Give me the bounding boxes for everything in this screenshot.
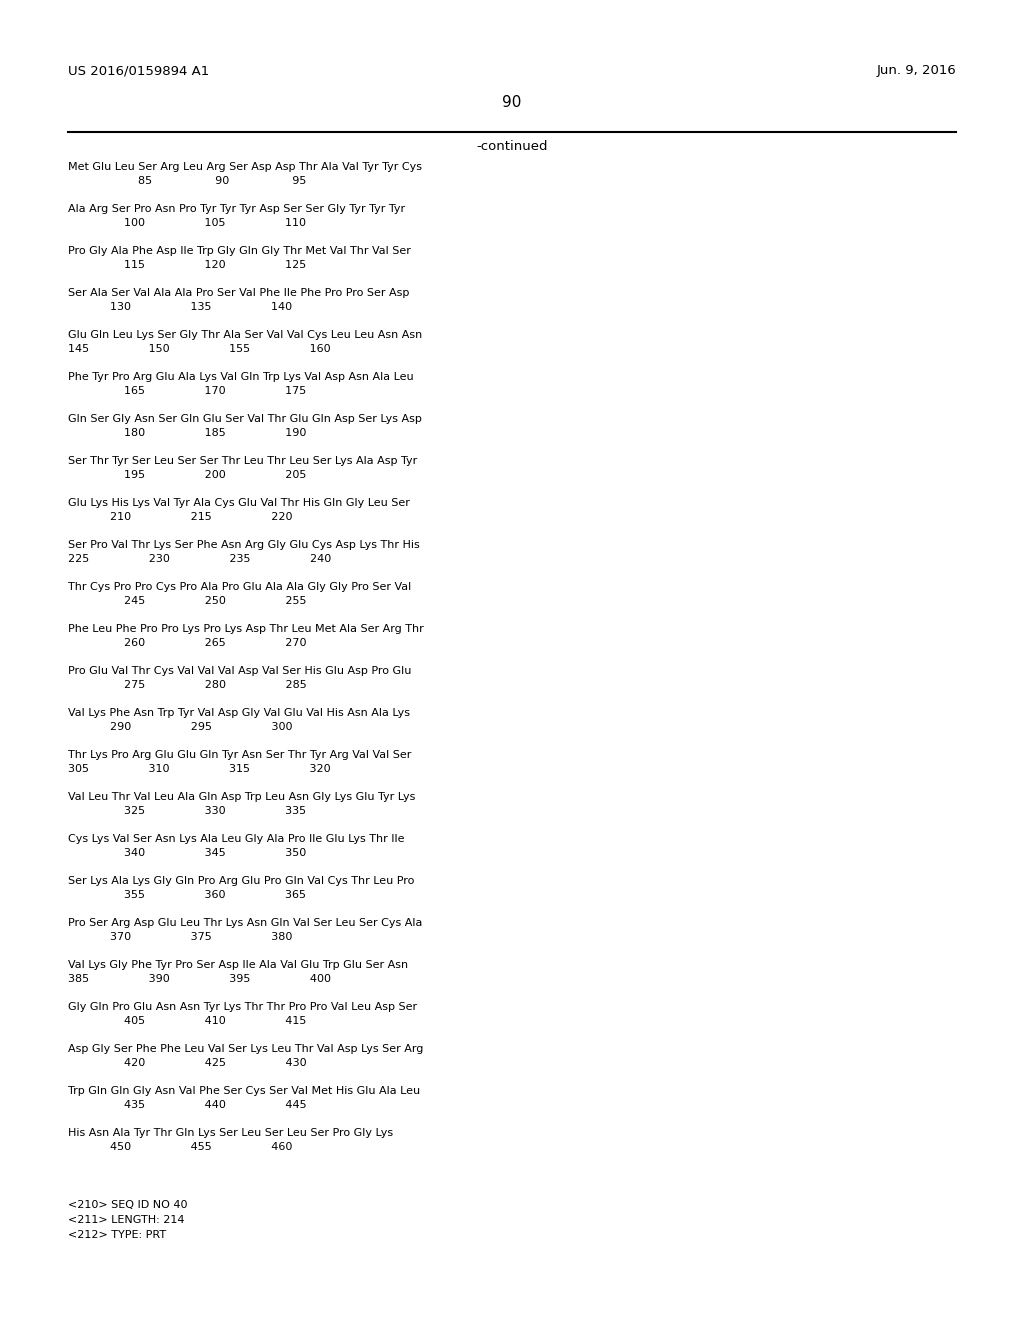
Text: Val Lys Gly Phe Tyr Pro Ser Asp Ile Ala Val Glu Trp Glu Ser Asn: Val Lys Gly Phe Tyr Pro Ser Asp Ile Ala … — [68, 960, 409, 970]
Text: Phe Tyr Pro Arg Glu Ala Lys Val Gln Trp Lys Val Asp Asn Ala Leu: Phe Tyr Pro Arg Glu Ala Lys Val Gln Trp … — [68, 372, 414, 381]
Text: Ser Thr Tyr Ser Leu Ser Ser Thr Leu Thr Leu Ser Lys Ala Asp Tyr: Ser Thr Tyr Ser Leu Ser Ser Thr Leu Thr … — [68, 455, 417, 466]
Text: 85                  90                  95: 85 90 95 — [68, 176, 306, 186]
Text: 370                 375                 380: 370 375 380 — [68, 932, 293, 942]
Text: 165                 170                 175: 165 170 175 — [68, 385, 306, 396]
Text: Thr Lys Pro Arg Glu Glu Gln Tyr Asn Ser Thr Tyr Arg Val Val Ser: Thr Lys Pro Arg Glu Glu Gln Tyr Asn Ser … — [68, 750, 412, 760]
Text: 210                 215                 220: 210 215 220 — [68, 512, 293, 521]
Text: <210> SEQ ID NO 40: <210> SEQ ID NO 40 — [68, 1200, 187, 1210]
Text: -continued: -continued — [476, 140, 548, 153]
Text: Ser Lys Ala Lys Gly Gln Pro Arg Glu Pro Gln Val Cys Thr Leu Pro: Ser Lys Ala Lys Gly Gln Pro Arg Glu Pro … — [68, 876, 415, 886]
Text: 180                 185                 190: 180 185 190 — [68, 428, 306, 438]
Text: 275                 280                 285: 275 280 285 — [68, 680, 307, 690]
Text: 290                 295                 300: 290 295 300 — [68, 722, 293, 733]
Text: Pro Gly Ala Phe Asp Ile Trp Gly Gln Gly Thr Met Val Thr Val Ser: Pro Gly Ala Phe Asp Ile Trp Gly Gln Gly … — [68, 246, 411, 256]
Text: 305                 310                 315                 320: 305 310 315 320 — [68, 764, 331, 774]
Text: 450                 455                 460: 450 455 460 — [68, 1142, 293, 1152]
Text: Trp Gln Gln Gly Asn Val Phe Ser Cys Ser Val Met His Glu Ala Leu: Trp Gln Gln Gly Asn Val Phe Ser Cys Ser … — [68, 1086, 420, 1096]
Text: 435                 440                 445: 435 440 445 — [68, 1100, 306, 1110]
Text: 145                 150                 155                 160: 145 150 155 160 — [68, 345, 331, 354]
Text: 355                 360                 365: 355 360 365 — [68, 890, 306, 900]
Text: Ala Arg Ser Pro Asn Pro Tyr Tyr Tyr Asp Ser Ser Gly Tyr Tyr Tyr: Ala Arg Ser Pro Asn Pro Tyr Tyr Tyr Asp … — [68, 205, 406, 214]
Text: Thr Cys Pro Pro Cys Pro Ala Pro Glu Ala Ala Gly Gly Pro Ser Val: Thr Cys Pro Pro Cys Pro Ala Pro Glu Ala … — [68, 582, 412, 591]
Text: US 2016/0159894 A1: US 2016/0159894 A1 — [68, 63, 209, 77]
Text: <211> LENGTH: 214: <211> LENGTH: 214 — [68, 1214, 184, 1225]
Text: Cys Lys Val Ser Asn Lys Ala Leu Gly Ala Pro Ile Glu Lys Thr Ile: Cys Lys Val Ser Asn Lys Ala Leu Gly Ala … — [68, 834, 404, 843]
Text: Phe Leu Phe Pro Pro Lys Pro Lys Asp Thr Leu Met Ala Ser Arg Thr: Phe Leu Phe Pro Pro Lys Pro Lys Asp Thr … — [68, 624, 424, 634]
Text: Val Lys Phe Asn Trp Tyr Val Asp Gly Val Glu Val His Asn Ala Lys: Val Lys Phe Asn Trp Tyr Val Asp Gly Val … — [68, 708, 410, 718]
Text: 225                 230                 235                 240: 225 230 235 240 — [68, 554, 331, 564]
Text: 195                 200                 205: 195 200 205 — [68, 470, 306, 480]
Text: 115                 120                 125: 115 120 125 — [68, 260, 306, 271]
Text: Gly Gln Pro Glu Asn Asn Tyr Lys Thr Thr Pro Pro Val Leu Asp Ser: Gly Gln Pro Glu Asn Asn Tyr Lys Thr Thr … — [68, 1002, 417, 1012]
Text: Glu Lys His Lys Val Tyr Ala Cys Glu Val Thr His Gln Gly Leu Ser: Glu Lys His Lys Val Tyr Ala Cys Glu Val … — [68, 498, 410, 508]
Text: 420                 425                 430: 420 425 430 — [68, 1059, 306, 1068]
Text: His Asn Ala Tyr Thr Gln Lys Ser Leu Ser Leu Ser Pro Gly Lys: His Asn Ala Tyr Thr Gln Lys Ser Leu Ser … — [68, 1129, 393, 1138]
Text: 260                 265                 270: 260 265 270 — [68, 638, 306, 648]
Text: 385                 390                 395                 400: 385 390 395 400 — [68, 974, 331, 983]
Text: Asp Gly Ser Phe Phe Leu Val Ser Lys Leu Thr Val Asp Lys Ser Arg: Asp Gly Ser Phe Phe Leu Val Ser Lys Leu … — [68, 1044, 423, 1053]
Text: Met Glu Leu Ser Arg Leu Arg Ser Asp Asp Thr Ala Val Tyr Tyr Cys: Met Glu Leu Ser Arg Leu Arg Ser Asp Asp … — [68, 162, 422, 172]
Text: Jun. 9, 2016: Jun. 9, 2016 — [877, 63, 956, 77]
Text: 340                 345                 350: 340 345 350 — [68, 847, 306, 858]
Text: Glu Gln Leu Lys Ser Gly Thr Ala Ser Val Val Cys Leu Leu Asn Asn: Glu Gln Leu Lys Ser Gly Thr Ala Ser Val … — [68, 330, 422, 341]
Text: 405                 410                 415: 405 410 415 — [68, 1016, 306, 1026]
Text: <212> TYPE: PRT: <212> TYPE: PRT — [68, 1230, 166, 1239]
Text: Ser Pro Val Thr Lys Ser Phe Asn Arg Gly Glu Cys Asp Lys Thr His: Ser Pro Val Thr Lys Ser Phe Asn Arg Gly … — [68, 540, 420, 550]
Text: Ser Ala Ser Val Ala Ala Pro Ser Val Phe Ile Phe Pro Pro Ser Asp: Ser Ala Ser Val Ala Ala Pro Ser Val Phe … — [68, 288, 410, 298]
Text: Gln Ser Gly Asn Ser Gln Glu Ser Val Thr Glu Gln Asp Ser Lys Asp: Gln Ser Gly Asn Ser Gln Glu Ser Val Thr … — [68, 414, 422, 424]
Text: 245                 250                 255: 245 250 255 — [68, 597, 306, 606]
Text: 325                 330                 335: 325 330 335 — [68, 807, 306, 816]
Text: Pro Ser Arg Asp Glu Leu Thr Lys Asn Gln Val Ser Leu Ser Cys Ala: Pro Ser Arg Asp Glu Leu Thr Lys Asn Gln … — [68, 917, 422, 928]
Text: Val Leu Thr Val Leu Ala Gln Asp Trp Leu Asn Gly Lys Glu Tyr Lys: Val Leu Thr Val Leu Ala Gln Asp Trp Leu … — [68, 792, 416, 803]
Text: 100                 105                 110: 100 105 110 — [68, 218, 306, 228]
Text: 90: 90 — [503, 95, 521, 110]
Text: 130                 135                 140: 130 135 140 — [68, 302, 292, 312]
Text: Pro Glu Val Thr Cys Val Val Val Asp Val Ser His Glu Asp Pro Glu: Pro Glu Val Thr Cys Val Val Val Asp Val … — [68, 667, 412, 676]
